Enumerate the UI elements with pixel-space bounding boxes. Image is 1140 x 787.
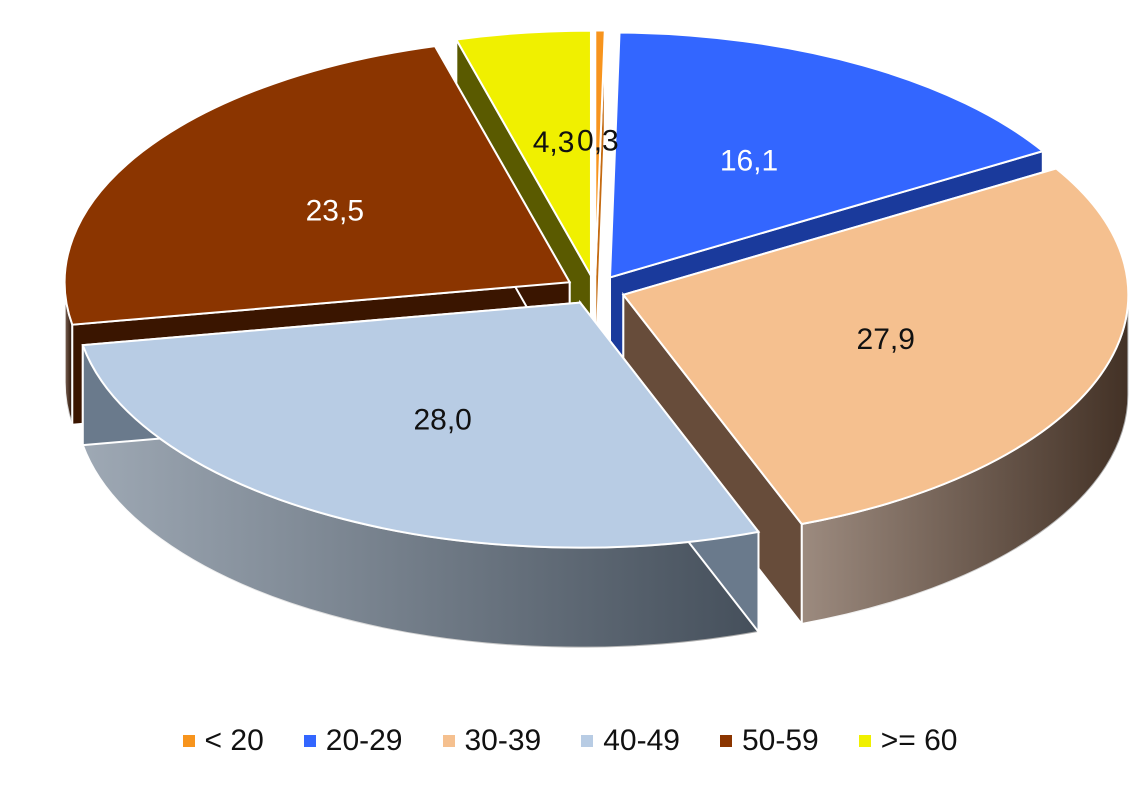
legend-item-50-59: 50-59 bbox=[719, 724, 819, 758]
data-label-60: 4,3 bbox=[533, 126, 575, 159]
data-label-40-49: 28,0 bbox=[413, 404, 471, 437]
legend-item-40-49: 40-49 bbox=[581, 724, 680, 758]
pie-tops bbox=[63, 29, 1130, 649]
legend-label: 40-49 bbox=[603, 724, 680, 757]
slice-20-29-top bbox=[608, 31, 1045, 279]
legend-swatch bbox=[719, 735, 732, 747]
data-label-50-59: 23,5 bbox=[306, 194, 364, 227]
slice-30-39-top bbox=[621, 167, 1130, 526]
chart-legend: < 20 20-29 30-39 40-49 50-59 >= 60 bbox=[0, 724, 1140, 758]
slice-50-59-top bbox=[63, 45, 572, 326]
slice-30-39-side-shade bbox=[801, 294, 1129, 624]
slice-20-top bbox=[594, 29, 606, 276]
slice-20 bbox=[594, 29, 606, 376]
slice-40-49-side-shade bbox=[82, 345, 759, 648]
legend-label: < 20 bbox=[204, 724, 264, 757]
legend-item-60: >= 60 bbox=[858, 724, 958, 758]
legend-label: 50-59 bbox=[741, 724, 819, 757]
legend-label: >= 60 bbox=[880, 724, 958, 757]
legend-item-30-39: 30-39 bbox=[442, 724, 542, 758]
legend-item-20-29: 20-29 bbox=[303, 724, 403, 758]
slice-40-49 bbox=[81, 299, 761, 649]
legend-swatch bbox=[182, 735, 195, 747]
data-label-20: 0,3 bbox=[577, 125, 619, 158]
legend-label: 30-39 bbox=[464, 724, 542, 757]
slice-40-49-top bbox=[81, 301, 761, 549]
legend-item-20: < 20 bbox=[182, 724, 264, 758]
data-label-30-39: 27,9 bbox=[857, 323, 915, 356]
pie-labels: 0,34,3 16,1 23,5 27,9 28,0 bbox=[306, 125, 915, 437]
data-label-20-29: 16,1 bbox=[720, 145, 778, 178]
slice-60-top bbox=[454, 29, 592, 280]
pie-chart: 0,34,3 16,1 23,5 27,9 28,0 bbox=[63, 29, 1130, 649]
legend-label: 20-29 bbox=[325, 724, 403, 757]
legend-swatch bbox=[581, 735, 594, 747]
slice-50-59-side-shade bbox=[64, 282, 73, 425]
legend-swatch bbox=[858, 735, 871, 747]
legend-swatch bbox=[303, 735, 316, 747]
legend-swatch bbox=[442, 735, 455, 747]
